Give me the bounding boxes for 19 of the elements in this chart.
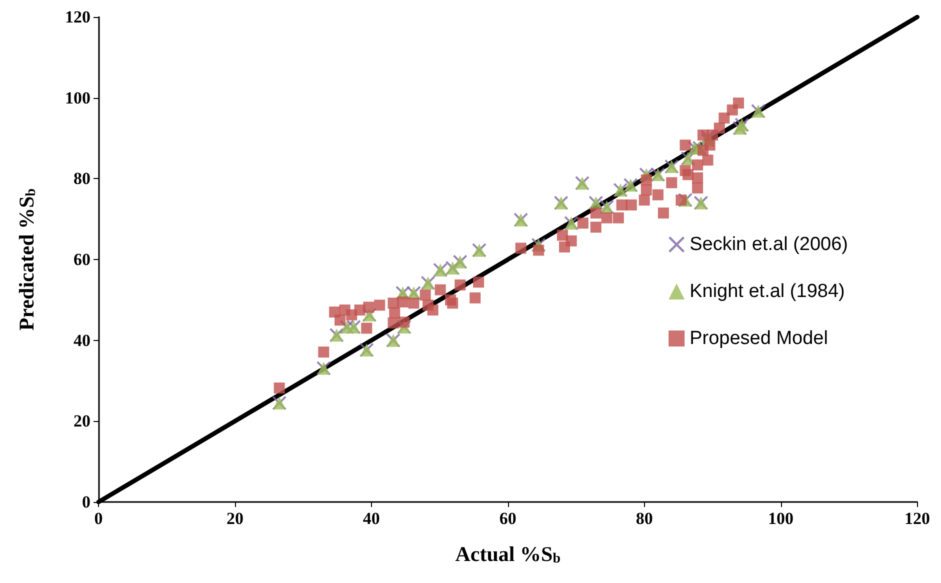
y-tick-label: 60 bbox=[74, 250, 90, 269]
y-tick-label: 0 bbox=[82, 492, 90, 512]
x-tick-label: 80 bbox=[636, 509, 653, 528]
x-tick-label: 20 bbox=[226, 509, 244, 528]
x-tick-label: 100 bbox=[768, 509, 794, 528]
y-tick-label: 20 bbox=[74, 412, 90, 431]
x-tick-label: 60 bbox=[499, 509, 516, 528]
y-tick-label: 100 bbox=[65, 88, 90, 108]
y-tick-label: 40 bbox=[74, 330, 90, 350]
legend-label: Propesed Model bbox=[690, 328, 828, 349]
legend-label: Knight et.al (1984) bbox=[690, 281, 845, 302]
x-tick-label: 120 bbox=[904, 509, 930, 528]
legend-label: Seckin et.al (2006) bbox=[690, 234, 848, 255]
y-tick-label: 80 bbox=[74, 169, 90, 188]
y-tick-label: 120 bbox=[65, 8, 90, 26]
x-axis-title: Actual %Sb bbox=[455, 542, 561, 566]
x-tick-label: 40 bbox=[362, 509, 380, 528]
x-tick-label: 0 bbox=[94, 509, 103, 528]
y-axis-title: Predicated %Sb bbox=[14, 188, 39, 331]
